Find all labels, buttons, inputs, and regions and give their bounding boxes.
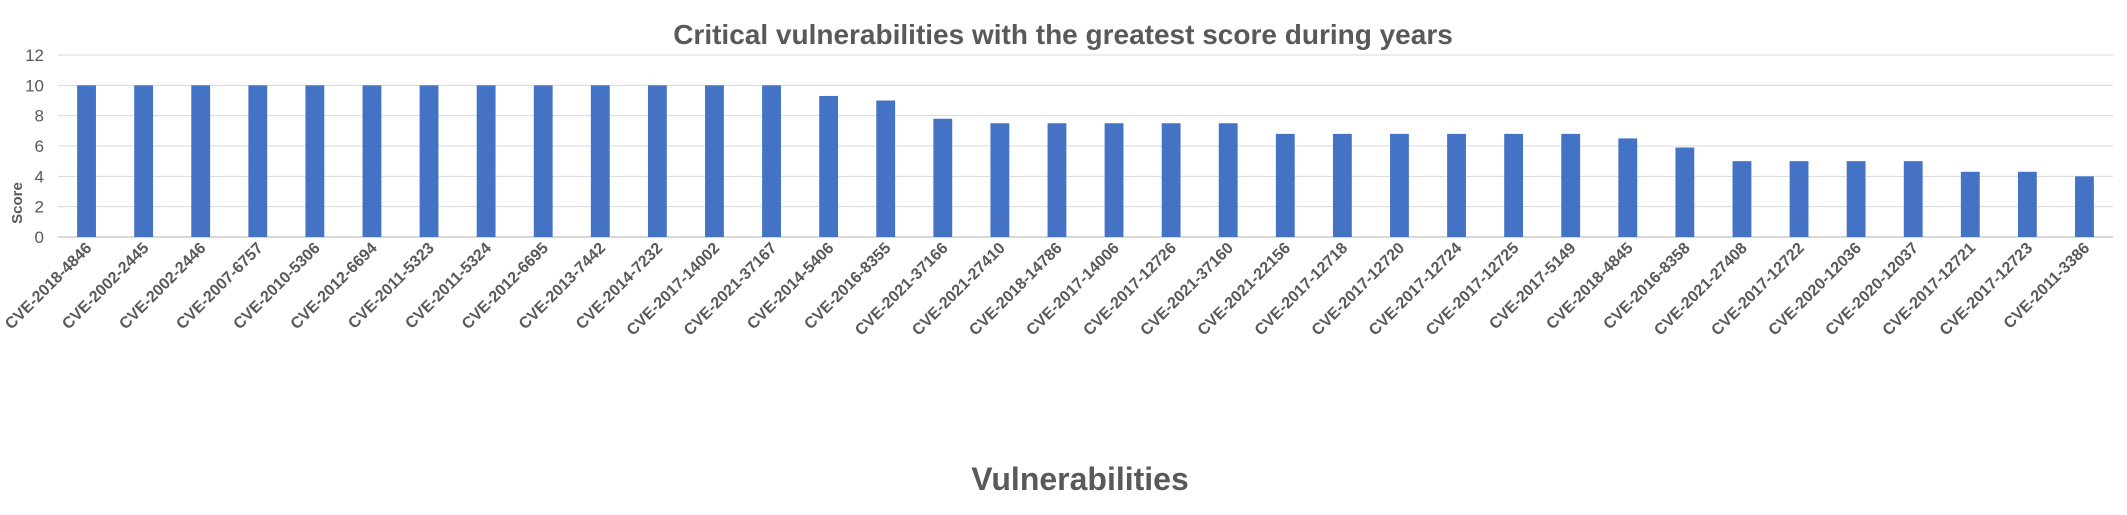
y-tick-label: 12 [25,46,44,65]
bar [1960,171,1980,237]
y-tick-label: 2 [35,198,44,217]
bars [77,85,2094,237]
bar [1789,161,1809,237]
bar [1504,133,1524,237]
bar [1332,133,1352,237]
bar [1161,123,1181,237]
bar [647,85,667,237]
bar [1104,123,1124,237]
bar [1390,133,1409,237]
chart-title: Critical vulnerabilities with the greate… [673,19,1453,50]
bar [305,85,325,237]
gridlines [58,54,2113,238]
bar [248,85,268,237]
bar [819,95,839,237]
bar [1903,161,1923,237]
bar [419,85,439,237]
bar [1846,161,1866,237]
bar [590,85,610,237]
bar [1047,123,1067,237]
bar [933,118,953,237]
y-axis-ticks: 0 2 4 6 8 10 12 [25,46,44,247]
y-tick-label: 8 [35,107,44,126]
bar [476,85,496,237]
bar [1447,133,1466,237]
bar [134,85,154,237]
bar [2075,176,2094,237]
y-tick-label: 0 [35,228,44,247]
bar [2017,171,2037,237]
x-axis-title: Vulnerabilities [971,461,1189,497]
bar [705,85,724,237]
y-tick-label: 4 [35,167,44,186]
bar [876,100,896,237]
bar [533,85,553,237]
bar [77,85,96,237]
x-axis-ticks: CVE-2018-4846CVE-2002-2445CVE-2002-2446C… [2,240,2093,340]
bar [1618,138,1638,237]
bar [1732,161,1752,237]
bar [990,123,1010,237]
bar [1218,123,1238,237]
bar [1675,147,1695,237]
bar [362,85,382,237]
bar [191,85,211,237]
y-axis-title: Score [9,182,26,224]
y-tick-label: 10 [25,76,44,95]
bar [762,85,781,237]
bar [1275,133,1295,237]
bar [1561,133,1581,237]
y-tick-label: 6 [35,137,44,156]
